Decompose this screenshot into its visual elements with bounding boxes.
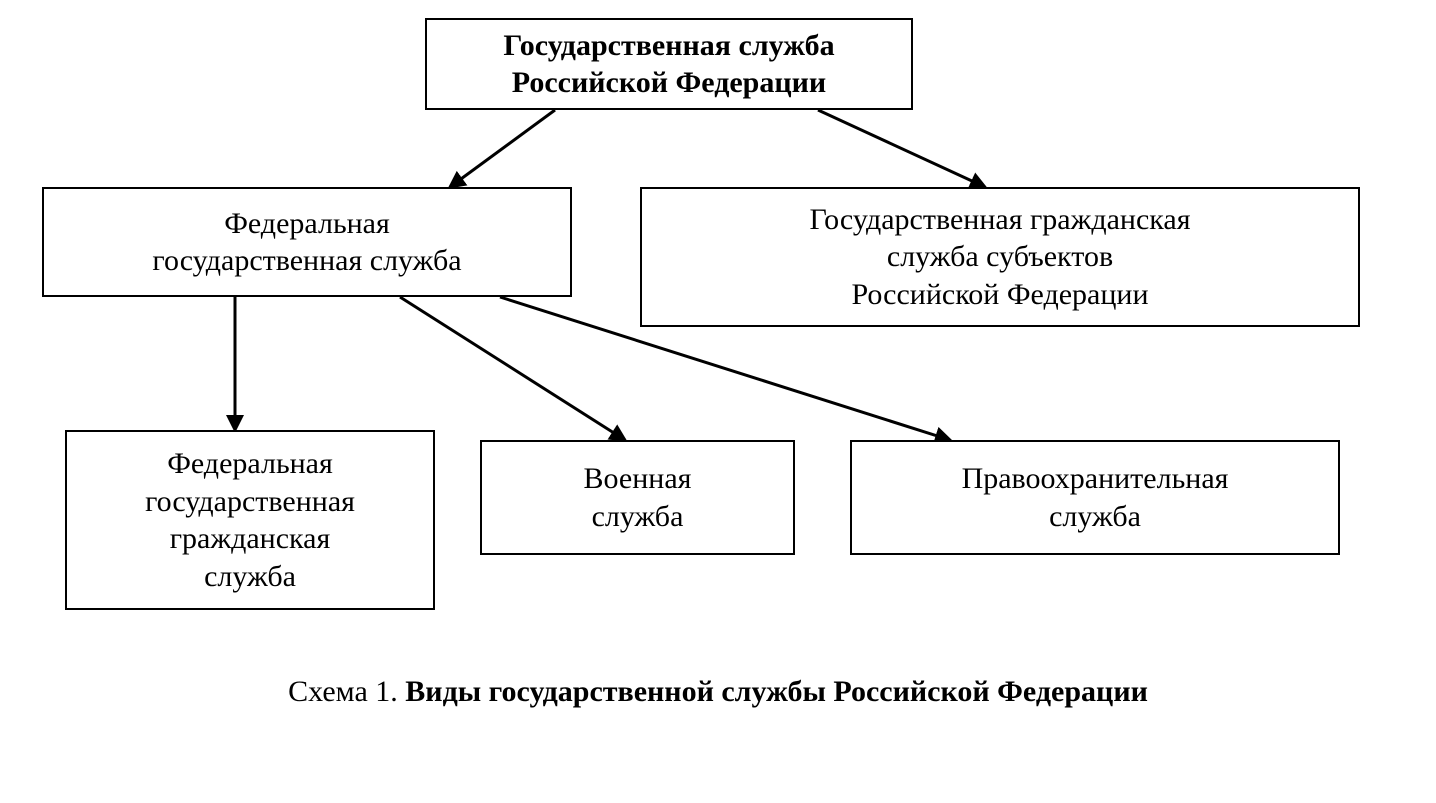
edge-root-to-subjects xyxy=(818,110,985,187)
node-military-label: Военнаяслужба xyxy=(584,460,692,535)
node-subjects: Государственная гражданскаяслужба субъек… xyxy=(640,187,1360,327)
caption-prefix: Схема 1. xyxy=(288,675,405,708)
node-root-label: Государственная службаРоссийской Федерац… xyxy=(503,27,834,102)
node-law-enforcement: Правоохранительнаяслужба xyxy=(850,440,1340,555)
caption-title: Виды государственной службы Российской Ф… xyxy=(405,675,1148,708)
node-law-enforcement-label: Правоохранительнаяслужба xyxy=(962,460,1229,535)
node-subjects-label: Государственная гражданскаяслужба субъек… xyxy=(809,201,1190,314)
diagram-canvas: Государственная службаРоссийской Федерац… xyxy=(0,0,1436,803)
node-military: Военнаяслужба xyxy=(480,440,795,555)
diagram-caption: Схема 1. Виды государственной службы Рос… xyxy=(0,675,1436,709)
node-root: Государственная службаРоссийской Федерац… xyxy=(425,18,913,110)
edge-root-to-federal xyxy=(450,110,555,187)
edge-federal-to-military xyxy=(400,297,625,440)
node-federal-label: Федеральнаягосударственная служба xyxy=(152,205,461,280)
node-federal-civil-label: Федеральнаягосударственнаягражданскаяслу… xyxy=(145,445,355,595)
node-federal: Федеральнаягосударственная служба xyxy=(42,187,572,297)
node-federal-civil: Федеральнаягосударственнаягражданскаяслу… xyxy=(65,430,435,610)
